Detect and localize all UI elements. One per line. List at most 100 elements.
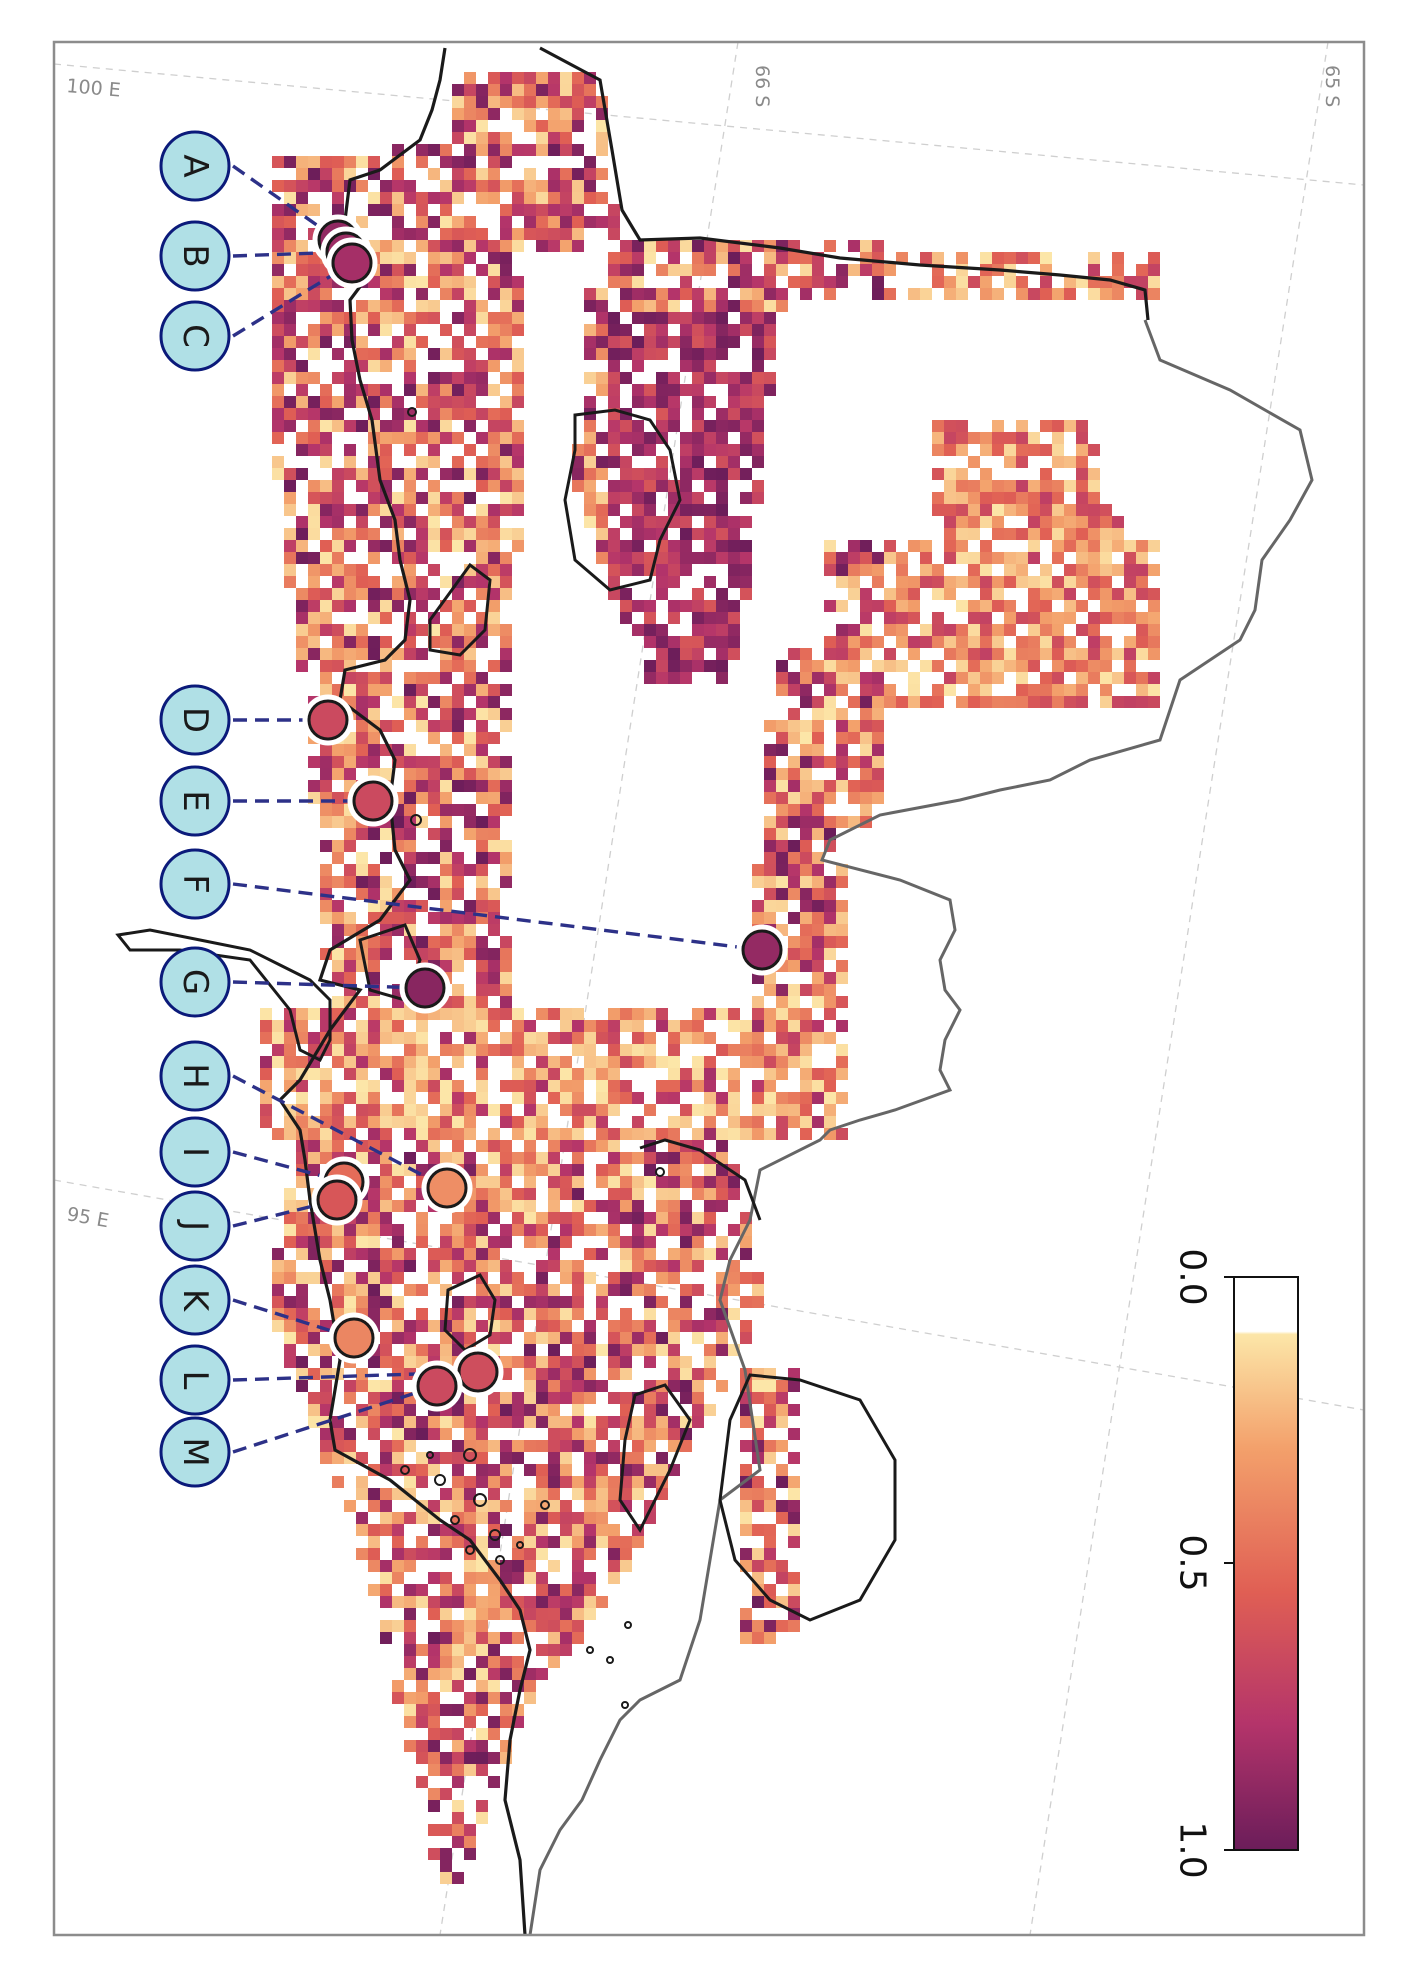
grid-cell bbox=[908, 672, 920, 684]
grid-cell bbox=[392, 276, 404, 288]
grid-cell bbox=[716, 288, 728, 300]
grid-cell bbox=[596, 168, 608, 180]
grid-cell bbox=[476, 264, 488, 276]
grid-cell bbox=[608, 264, 620, 276]
grid-cell bbox=[272, 324, 284, 336]
grid-cell bbox=[380, 1452, 392, 1464]
grid-cell bbox=[1148, 288, 1160, 300]
grid-cell bbox=[776, 1512, 788, 1524]
grid-cell bbox=[632, 1044, 644, 1056]
grid-cell bbox=[500, 1656, 512, 1668]
grid-cell bbox=[512, 1068, 524, 1080]
grid-cell bbox=[440, 372, 452, 384]
grid-cell bbox=[416, 1680, 428, 1692]
grid-cell bbox=[392, 468, 404, 480]
grid-cell bbox=[596, 300, 608, 312]
grid-cell bbox=[644, 1308, 656, 1320]
grid-cell bbox=[392, 240, 404, 252]
grid-cell bbox=[644, 1332, 656, 1344]
grid-cell bbox=[320, 1068, 332, 1080]
grid-cell bbox=[740, 1488, 752, 1500]
grid-cell bbox=[440, 852, 452, 864]
grid-cell bbox=[488, 1260, 500, 1272]
grid-cell bbox=[536, 1332, 548, 1344]
grid-cell bbox=[428, 948, 440, 960]
grid-cell bbox=[584, 1608, 596, 1620]
grid-cell bbox=[536, 1236, 548, 1248]
grid-cell bbox=[536, 180, 548, 192]
grid-cell bbox=[704, 1188, 716, 1200]
grid-cell bbox=[512, 108, 524, 120]
grid-cell bbox=[332, 1296, 344, 1308]
grid-cell bbox=[1136, 276, 1148, 288]
grid-cell bbox=[488, 1500, 500, 1512]
grid-cell bbox=[536, 84, 548, 96]
grid-cell bbox=[428, 540, 440, 552]
grid-cell bbox=[656, 648, 668, 660]
grid-cell bbox=[1004, 624, 1016, 636]
grid-cell bbox=[1040, 492, 1052, 504]
grid-cell bbox=[584, 444, 596, 456]
grid-cell bbox=[1016, 648, 1028, 660]
grid-cell bbox=[452, 888, 464, 900]
grid-cell bbox=[464, 1032, 476, 1044]
grid-cell bbox=[476, 1560, 488, 1572]
grid-cell bbox=[1016, 432, 1028, 444]
grid-cell bbox=[1100, 552, 1112, 564]
grid-cell bbox=[656, 1224, 668, 1236]
grid-cell bbox=[440, 1656, 452, 1668]
grid-cell bbox=[752, 300, 764, 312]
colorbar-ramp bbox=[1233, 1276, 1299, 1851]
grid-cell bbox=[524, 1404, 536, 1416]
grid-cell bbox=[272, 384, 284, 396]
grid-cell bbox=[488, 192, 500, 204]
grid-cell bbox=[788, 1572, 800, 1584]
grid-cell bbox=[596, 468, 608, 480]
grid-cell bbox=[572, 1488, 584, 1500]
grid-cell bbox=[668, 1032, 680, 1044]
grid-cell bbox=[560, 1428, 572, 1440]
grid-cell bbox=[548, 1656, 560, 1668]
grid-cell bbox=[968, 528, 980, 540]
grid-cell bbox=[536, 1320, 548, 1332]
grid-cell bbox=[656, 1152, 668, 1164]
grid-cell bbox=[536, 132, 548, 144]
grid-cell bbox=[272, 204, 284, 216]
grid-cell bbox=[608, 1452, 620, 1464]
grid-cell bbox=[812, 1032, 824, 1044]
grid-cell bbox=[452, 1056, 464, 1068]
grid-cell bbox=[416, 1644, 428, 1656]
grid-cell bbox=[620, 1536, 632, 1548]
grid-cell bbox=[332, 1476, 344, 1488]
grid-cell bbox=[560, 1068, 572, 1080]
grid-cell bbox=[380, 1344, 392, 1356]
grid-cell bbox=[404, 1548, 416, 1560]
grid-cell bbox=[536, 1008, 548, 1020]
grid-cell bbox=[452, 612, 464, 624]
grid-cell bbox=[968, 480, 980, 492]
grid-cell bbox=[524, 1092, 536, 1104]
grid-cell bbox=[500, 960, 512, 972]
grid-cell bbox=[812, 876, 824, 888]
grid-cell bbox=[464, 948, 476, 960]
grid-cell bbox=[596, 1200, 608, 1212]
grid-cell bbox=[464, 1332, 476, 1344]
grid-cell bbox=[572, 1152, 584, 1164]
grid-cell bbox=[716, 1128, 728, 1140]
grid-cell bbox=[836, 1068, 848, 1080]
grid-cell bbox=[1100, 288, 1112, 300]
grid-cell bbox=[452, 1020, 464, 1032]
grid-cell bbox=[452, 1476, 464, 1488]
grid-cell bbox=[428, 1248, 440, 1260]
grid-cell bbox=[344, 756, 356, 768]
grid-cell bbox=[632, 468, 644, 480]
grid-cell bbox=[440, 1872, 452, 1884]
grid-cell bbox=[992, 648, 1004, 660]
grid-cell bbox=[476, 828, 488, 840]
grid-cell bbox=[560, 1128, 572, 1140]
grid-cell bbox=[824, 912, 836, 924]
grid-cell bbox=[356, 1152, 368, 1164]
grid-cell bbox=[512, 300, 524, 312]
grid-cell bbox=[356, 744, 368, 756]
grid-cell bbox=[848, 552, 860, 564]
